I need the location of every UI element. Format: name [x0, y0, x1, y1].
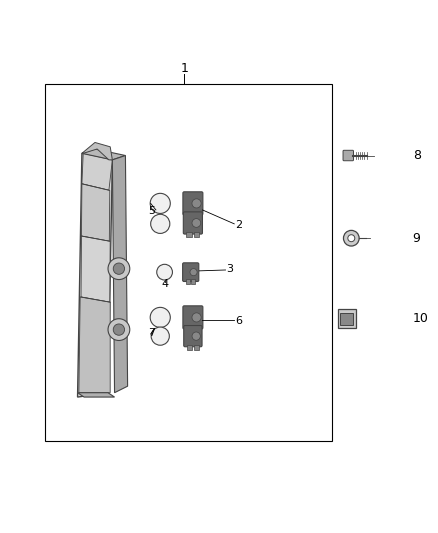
Text: 9: 9	[413, 232, 420, 245]
Circle shape	[192, 313, 201, 322]
Bar	[194, 344, 199, 350]
FancyBboxPatch shape	[184, 326, 202, 347]
Polygon shape	[82, 154, 113, 190]
Bar	[186, 279, 190, 284]
FancyBboxPatch shape	[183, 263, 199, 281]
Bar	[191, 279, 195, 284]
Circle shape	[192, 219, 201, 228]
Text: 1: 1	[180, 62, 188, 75]
Circle shape	[151, 214, 170, 233]
Text: 7: 7	[148, 328, 155, 337]
Circle shape	[343, 230, 359, 246]
Circle shape	[113, 324, 124, 335]
Polygon shape	[81, 236, 110, 302]
Bar	[194, 327, 200, 332]
Bar	[45, 84, 332, 441]
Bar	[186, 232, 191, 237]
Text: 3: 3	[226, 264, 233, 273]
Circle shape	[157, 264, 173, 280]
Text: 6: 6	[235, 316, 242, 326]
Text: 5: 5	[148, 206, 155, 216]
Text: 4: 4	[161, 279, 168, 289]
Polygon shape	[78, 393, 115, 397]
Circle shape	[150, 193, 170, 213]
Polygon shape	[82, 142, 113, 160]
Polygon shape	[82, 149, 125, 160]
Bar	[186, 213, 191, 219]
Bar	[186, 327, 191, 332]
Bar	[187, 344, 192, 350]
Bar	[340, 313, 353, 325]
Circle shape	[192, 199, 201, 208]
Polygon shape	[81, 184, 110, 241]
Polygon shape	[78, 154, 113, 397]
FancyBboxPatch shape	[183, 192, 203, 215]
Circle shape	[113, 263, 124, 274]
Circle shape	[348, 235, 355, 241]
FancyBboxPatch shape	[183, 306, 203, 329]
Polygon shape	[79, 297, 110, 393]
FancyBboxPatch shape	[184, 212, 202, 234]
Text: 2: 2	[235, 220, 242, 230]
Circle shape	[108, 319, 130, 341]
Circle shape	[192, 332, 200, 340]
Text: 8: 8	[413, 149, 420, 162]
Circle shape	[108, 258, 130, 279]
Bar	[338, 309, 356, 328]
Polygon shape	[113, 156, 127, 393]
Text: 10: 10	[413, 312, 428, 325]
FancyBboxPatch shape	[343, 150, 353, 161]
Circle shape	[150, 308, 170, 327]
Circle shape	[151, 327, 170, 345]
Bar	[194, 232, 199, 237]
Circle shape	[190, 269, 197, 276]
Bar	[194, 213, 200, 219]
